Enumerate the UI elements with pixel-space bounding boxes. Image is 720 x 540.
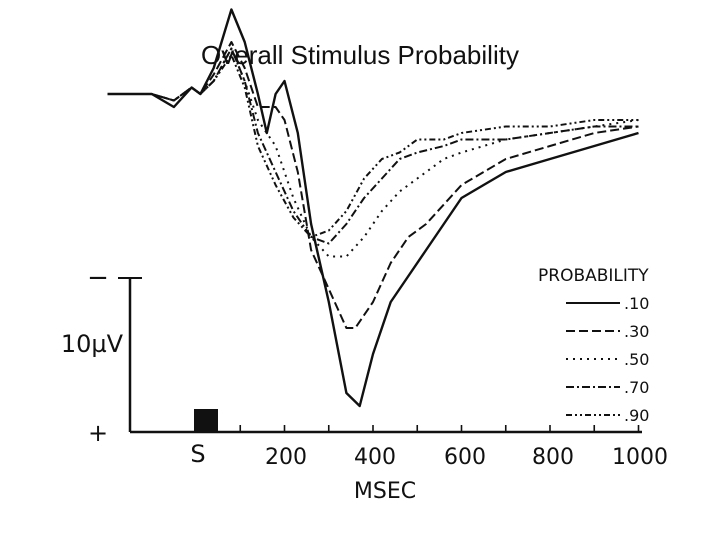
- legend-label: .10: [624, 294, 649, 313]
- series-line-p90: [107, 54, 639, 238]
- x-tick-group: [195, 425, 640, 432]
- slide-title: Overall Stimulus Probability: [201, 40, 519, 70]
- series-line-p50: [107, 47, 639, 258]
- series-line-p70: [107, 47, 639, 245]
- x-tick-label-600: 600: [444, 445, 486, 470]
- y-scale-label: 10µV: [61, 330, 124, 358]
- x-tick-label-800: 800: [532, 445, 574, 470]
- polarity-label-bottom: +: [88, 419, 108, 447]
- stimulus-marker-label: S: [190, 440, 205, 468]
- x-axis-title: MSEC: [354, 479, 416, 504]
- polarity-label-top: −: [87, 263, 109, 293]
- legend-label: .30: [624, 322, 649, 341]
- legend-label: .50: [624, 350, 649, 369]
- legend-label: .90: [624, 406, 649, 425]
- legend: PROBABILITY .10 .30 .50 .70 .90: [538, 266, 649, 425]
- series-line-p10: [107, 8, 639, 408]
- x-tick-label-1000: 1000: [612, 445, 668, 470]
- x-tick-label-400: 400: [354, 445, 396, 470]
- stimulus-marker: [194, 409, 218, 432]
- legend-title: PROBABILITY: [538, 266, 649, 286]
- x-tick-label-200: 200: [265, 445, 307, 470]
- legend-label: .70: [624, 378, 649, 397]
- plot-series-group: [107, 8, 639, 408]
